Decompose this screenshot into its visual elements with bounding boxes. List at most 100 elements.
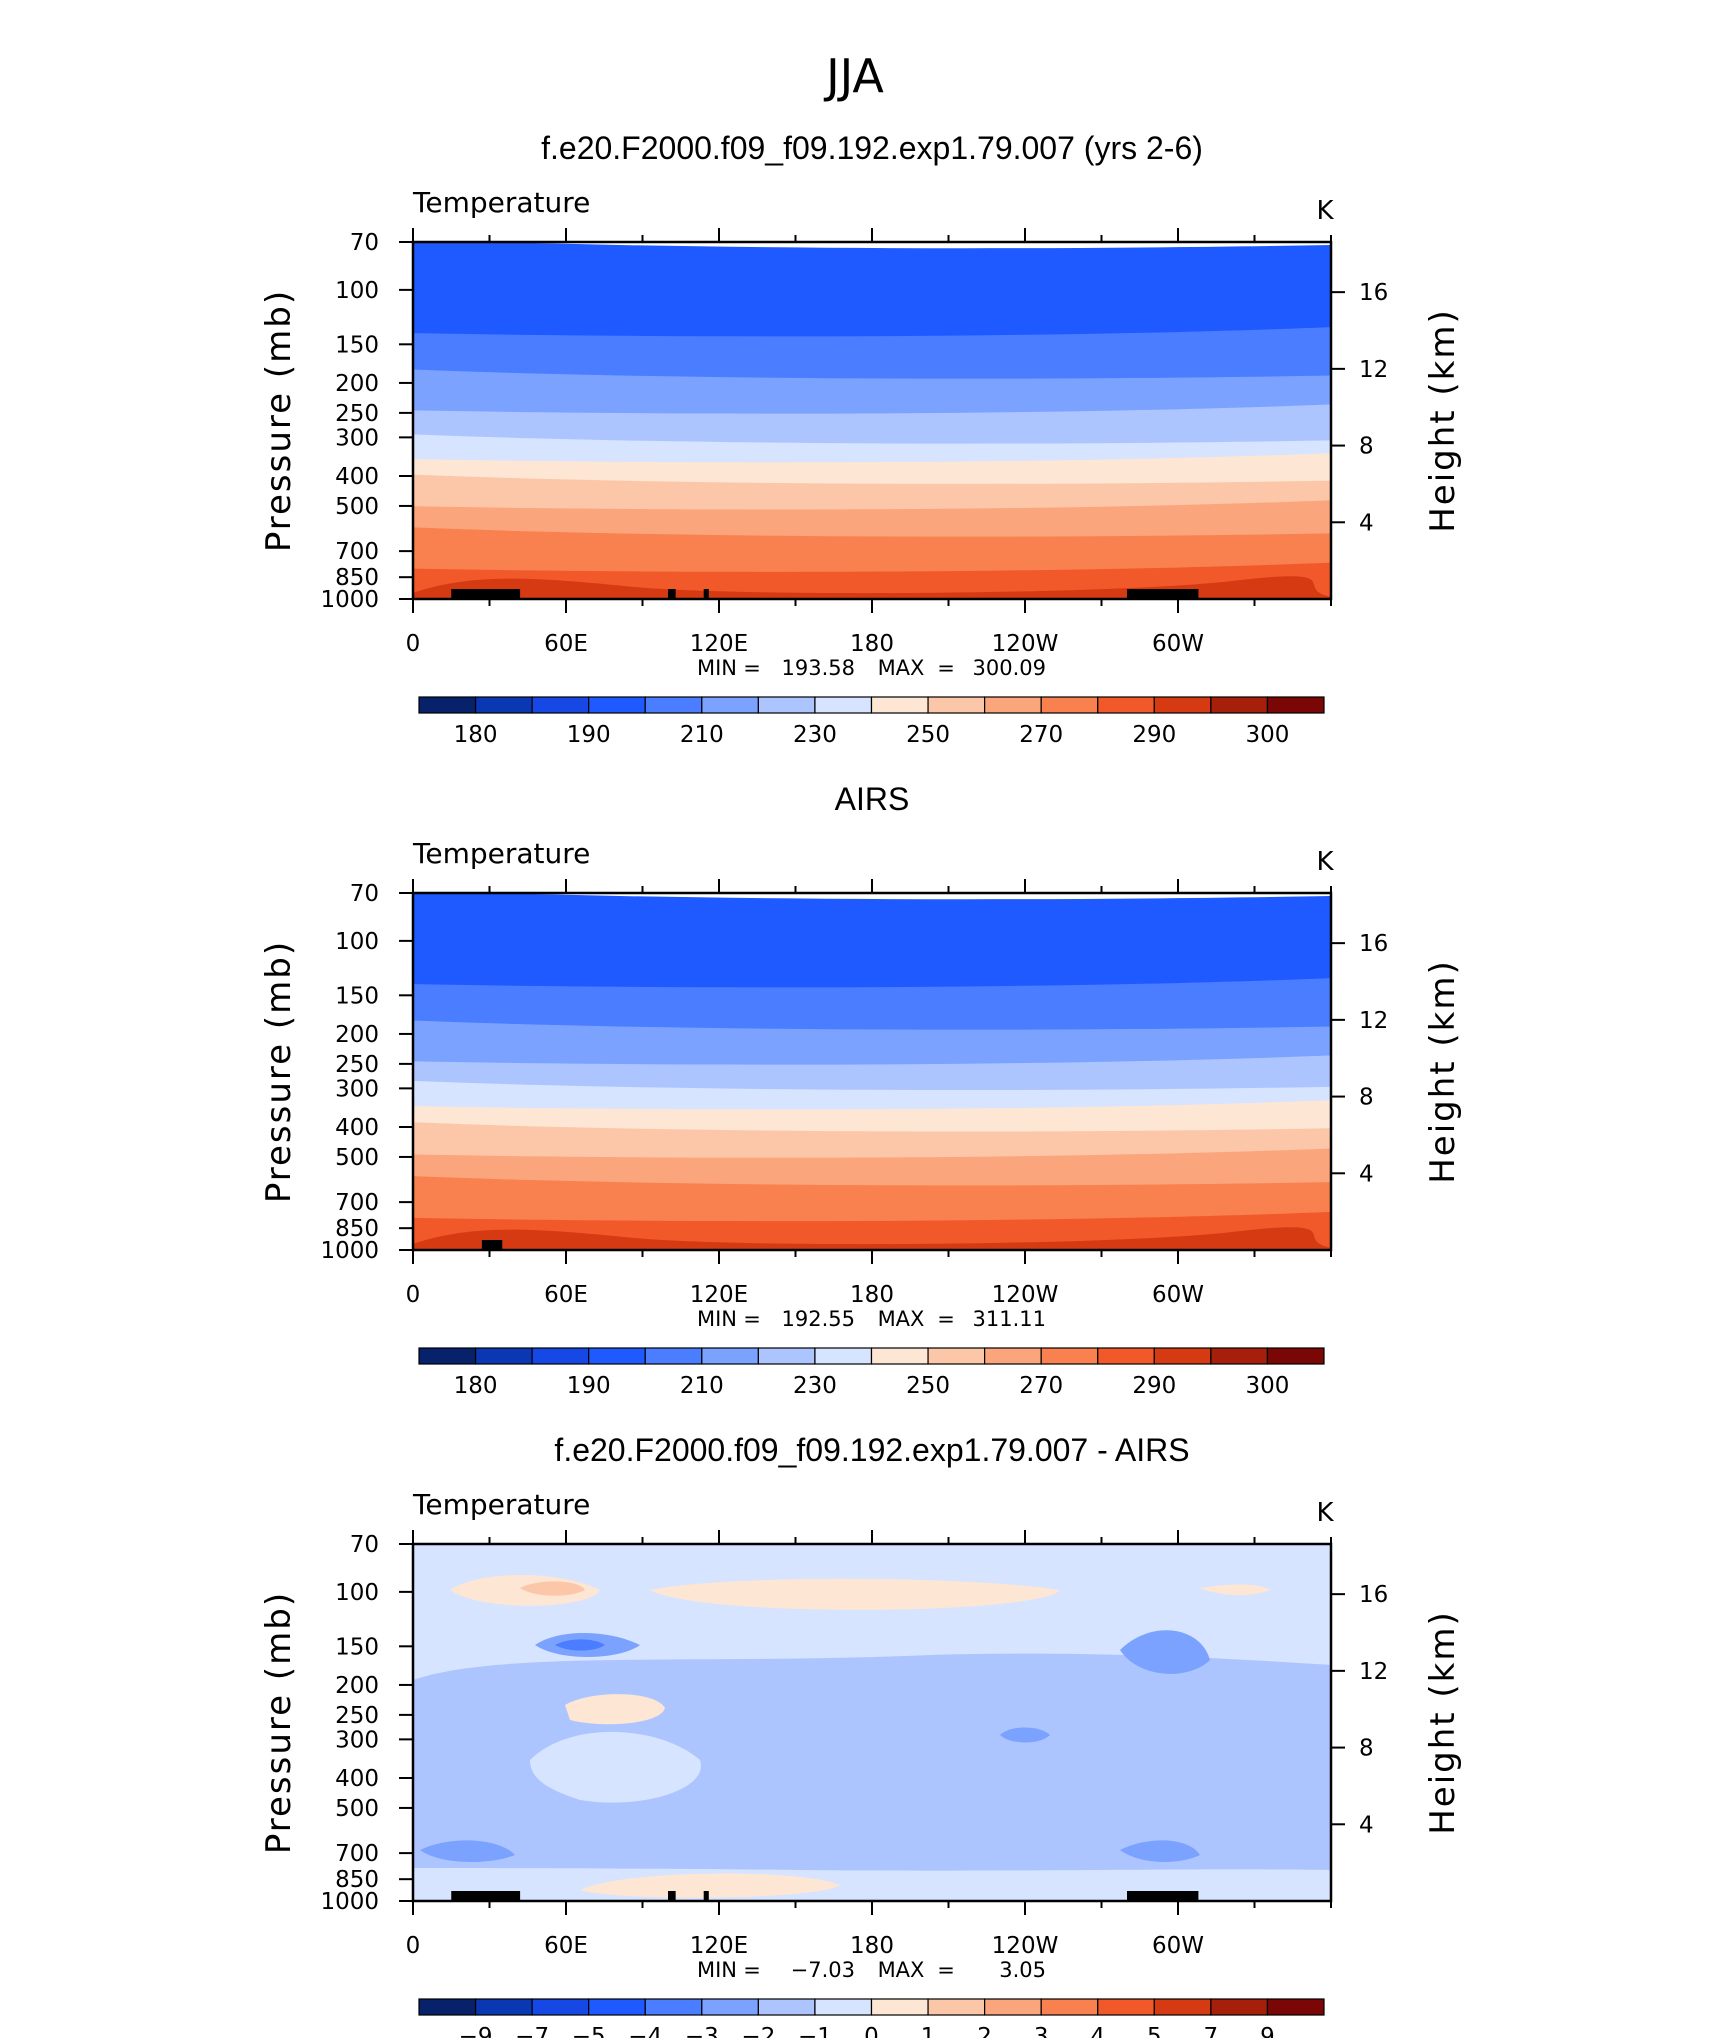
y-tick-right-label: 8 [1359, 1736, 1374, 1762]
contour-region [530, 1731, 701, 1803]
colorbar-box [588, 1998, 646, 2016]
land-mask [451, 1891, 521, 1901]
min-value: −7.03 [791, 1958, 855, 1982]
chart-panel-3: f.e20.F2000.f09_f09.192.exp1.79.007 - AI… [259, 1432, 1463, 2038]
colorbar-box [1153, 696, 1212, 714]
land-mask [703, 1891, 709, 1901]
figure-title: JJA [823, 49, 884, 103]
x-tick-label: 180 [850, 631, 894, 657]
contour-region [1200, 1584, 1270, 1596]
min-equals: = [743, 656, 761, 680]
y-tick-label: 850 [335, 1216, 379, 1242]
x-tick-label: 0 [406, 631, 421, 657]
land-mask [1127, 589, 1199, 599]
colorbar-box [927, 1347, 986, 1365]
max-label: MAX [878, 656, 925, 680]
y-tick-label: 500 [335, 1796, 379, 1822]
colorbar-box [1266, 696, 1325, 714]
x-tick-label: 60E [544, 631, 588, 657]
colorbar-label: 190 [567, 1373, 611, 1399]
contour-region [650, 1578, 1060, 1610]
colorbar-box [474, 696, 533, 714]
colorbar-box [1266, 1998, 1325, 2016]
colorbar-label: 210 [680, 722, 724, 748]
y-tick-label: 150 [335, 332, 379, 358]
land-mask [481, 1240, 503, 1250]
colorbar-label: 4 [1090, 2024, 1105, 2038]
colorbar-label: −5 [572, 2024, 606, 2038]
y-tick-label: 100 [335, 1580, 379, 1606]
y-axis-title-right: Height (km) [1423, 959, 1463, 1184]
colorbar-label: 7 [1204, 2024, 1219, 2038]
x-tick-label: 0 [406, 1282, 421, 1308]
y-tick-label: 400 [335, 464, 379, 490]
colorbar-box [1153, 1998, 1212, 2016]
contour-region [413, 1830, 1331, 1871]
y-tick-label: 100 [335, 929, 379, 955]
colorbar-box [927, 1998, 986, 2016]
y-tick-right-label: 12 [1359, 1659, 1388, 1685]
colorbar-box [1040, 696, 1099, 714]
y-tick-right-label: 4 [1359, 1161, 1374, 1187]
x-tick-label: 60W [1152, 1933, 1204, 1959]
colorbar-label: 300 [1245, 722, 1289, 748]
colorbar-box [644, 1347, 703, 1365]
y-tick-right-label: 16 [1359, 931, 1388, 957]
colorbar-label: 230 [793, 722, 837, 748]
colorbar-box [1097, 1998, 1155, 2016]
colorbar-label: 210 [680, 1373, 724, 1399]
colorbar-box [1097, 696, 1155, 714]
contour-region [1000, 1727, 1050, 1743]
max-value: 3.05 [999, 1958, 1046, 1982]
x-tick-label: 60W [1152, 1282, 1204, 1308]
y-tick-label: 400 [335, 1766, 379, 1792]
y-tick-label: 700 [335, 1190, 379, 1216]
contour-region [1120, 1840, 1200, 1862]
y-tick-label: 400 [335, 1115, 379, 1141]
y-tick-label: 500 [335, 494, 379, 520]
contour-region [520, 1581, 585, 1596]
y-tick-label: 1000 [320, 587, 379, 613]
colorbar-label: 2 [977, 2024, 992, 2038]
colorbar-box [1210, 1347, 1269, 1365]
colorbar-label: 1 [921, 2024, 936, 2038]
colorbar-box [531, 1998, 590, 2016]
colorbar-box [814, 1347, 873, 1365]
colorbar-label: 290 [1132, 1373, 1176, 1399]
y-tick-label: 250 [335, 1052, 379, 1078]
colorbar-box [418, 696, 477, 714]
y-tick-label: 850 [335, 1867, 379, 1893]
y-tick-label: 200 [335, 1673, 379, 1699]
contour-region [1120, 1630, 1210, 1674]
colorbar-box [474, 1347, 533, 1365]
colorbar-box [984, 696, 1042, 714]
y-axis-title: Pressure (mb) [259, 940, 299, 1203]
y-tick-label: 150 [335, 1634, 379, 1660]
variable-label: Temperature [412, 837, 590, 870]
y-tick-right-label: 8 [1359, 1085, 1374, 1111]
panel-title: f.e20.F2000.f09_f09.192.exp1.79.007 - AI… [554, 1432, 1189, 1468]
contour-region [420, 1840, 515, 1862]
panel-title: AIRS [835, 781, 910, 817]
colorbar-label: 180 [454, 722, 498, 748]
x-tick-label: 60E [544, 1282, 588, 1308]
colorbar-label: 290 [1132, 722, 1176, 748]
x-tick-label: 120E [690, 1282, 748, 1308]
max-label: MAX [878, 1307, 925, 1331]
min-value: 193.58 [782, 656, 855, 680]
colorbar-label: 250 [906, 1373, 950, 1399]
contour-region [565, 1694, 665, 1725]
colorbar-box [531, 1347, 590, 1365]
colorbar-label: −1 [798, 2024, 832, 2038]
contour-region [580, 1873, 840, 1898]
colorbar-box [531, 696, 590, 714]
y-tick-label: 1000 [320, 1889, 379, 1915]
colorbar-box [1210, 696, 1269, 714]
colorbar-box [757, 1998, 816, 2016]
y-tick-label: 70 [350, 230, 379, 256]
colorbar-box [1266, 1347, 1325, 1365]
x-tick-label: 180 [850, 1933, 894, 1959]
colorbar-label: 190 [567, 722, 611, 748]
